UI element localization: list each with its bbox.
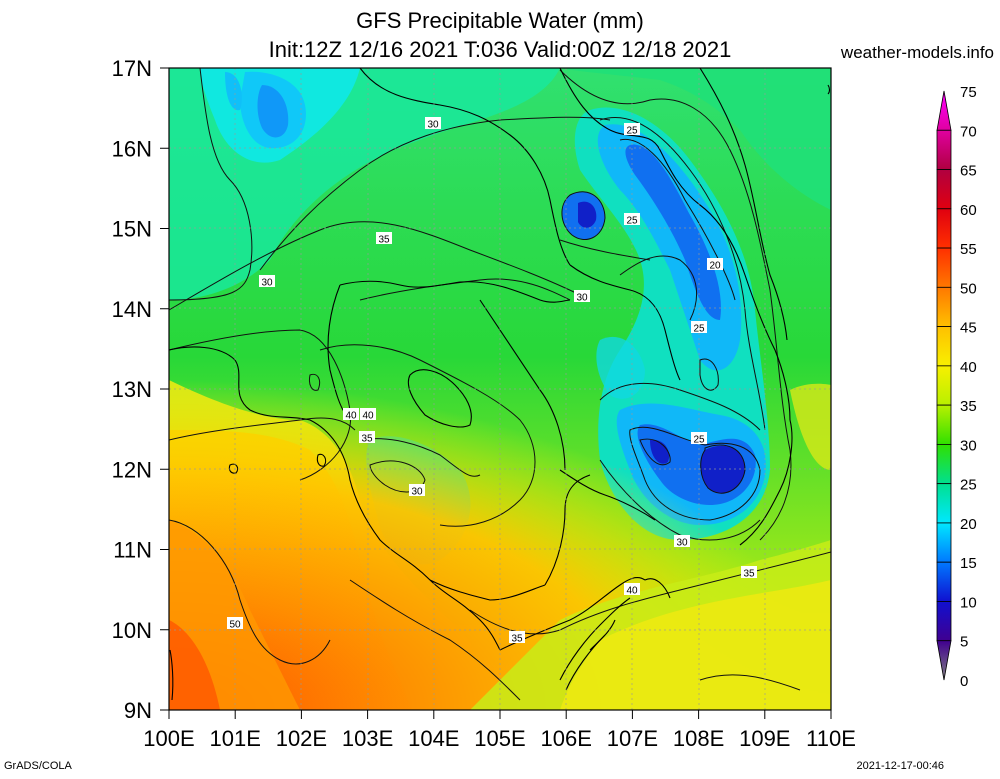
colorbar-segment	[936, 90, 952, 131]
contour-label-bg	[360, 408, 376, 420]
lat-tick-label: 14N	[112, 297, 152, 322]
chart-title: GFS Precipitable Water (mm)	[356, 8, 644, 33]
colorbar-segment	[936, 601, 952, 642]
lon-tick-label: 108E	[673, 726, 724, 751]
contour-label: 50	[229, 620, 241, 631]
contour-label-bg	[376, 232, 392, 244]
colorbar-label: 10	[960, 594, 977, 611]
chart-subtitle: Init:12Z 12/16 2021 T:036 Valid:00Z 12/1…	[268, 37, 732, 62]
lon-tick-label: 106E	[541, 726, 592, 751]
lon-tick-label: 101E	[210, 726, 261, 751]
colorbar-label: 55	[960, 241, 977, 258]
contour-label-bg	[624, 213, 640, 225]
contour-label-bg	[227, 617, 243, 629]
lon-tick-label: 107E	[607, 726, 658, 751]
colorbar-label: 35	[960, 398, 977, 415]
lat-tick-label: 13N	[112, 377, 152, 402]
contour-label: 30	[676, 538, 688, 549]
contour-label: 40	[626, 586, 638, 597]
colorbar-label: 0	[960, 673, 968, 690]
colorbar-segment	[936, 443, 952, 485]
colorbar-label: 20	[960, 516, 977, 533]
contour-label: 40	[362, 411, 374, 422]
lon-tick-label: 105E	[474, 726, 525, 751]
map-field	[169, 68, 831, 710]
contour-label: 25	[693, 435, 705, 446]
colorbar-label: 60	[960, 202, 977, 219]
colorbar-label: 30	[960, 437, 977, 454]
contour-label: 30	[427, 120, 439, 131]
lon-tick-label: 102E	[276, 726, 327, 751]
contour-label-bg	[343, 408, 359, 420]
latitude-axis: 17N 16N 15N 14N 13N 12N 11N 10N 9N	[112, 56, 169, 723]
colorbar-label: 40	[960, 359, 977, 376]
longitude-axis: 100E 101E 102E 103E 104E 105E 106E 107E 108E 109E…	[143, 710, 856, 751]
contour-label-bg	[359, 431, 375, 443]
lon-tick-label: 100E	[143, 726, 194, 751]
colorbar-segment	[936, 208, 952, 249]
colorbar-label: 5	[960, 634, 968, 651]
colorbar-segment	[936, 326, 952, 367]
lat-tick-label: 12N	[112, 457, 152, 482]
contour-label: 35	[378, 235, 390, 246]
contour-label: 30	[411, 487, 423, 498]
lat-tick-label: 9N	[124, 698, 152, 723]
lat-tick-label: 16N	[112, 136, 152, 161]
colorbar-segment	[936, 247, 952, 288]
contour-label: 30	[576, 293, 588, 304]
contour-label: 25	[693, 324, 705, 335]
contour-label-bg	[259, 275, 275, 287]
site-label: weather-models.info	[840, 43, 994, 62]
colorbar-segment	[936, 169, 952, 210]
colorbar-segment	[936, 286, 952, 328]
colorbar-segment	[936, 404, 952, 445]
contour-label: 25	[626, 216, 638, 227]
contour-label-bg	[741, 566, 757, 578]
colorbar-label: 70	[960, 123, 977, 140]
lon-tick-label: 109E	[739, 726, 790, 751]
lat-tick-label: 10N	[112, 618, 152, 643]
contour-label: 35	[511, 634, 523, 645]
contour-label: 40	[345, 411, 357, 422]
colorbar-segment	[936, 522, 952, 563]
contour-label-bg	[509, 631, 525, 643]
lat-tick-label: 15N	[112, 217, 152, 242]
contour-label: 30	[261, 278, 273, 289]
contour-label-bg	[624, 123, 640, 135]
lon-tick-label: 103E	[342, 726, 393, 751]
contour-label: 35	[361, 434, 373, 445]
contour-label-bg	[707, 258, 723, 270]
colorbar-label: 45	[960, 320, 977, 337]
contour-label-bg	[574, 290, 590, 302]
colorbar-segment	[936, 640, 952, 681]
colorbar-label: 15	[960, 555, 977, 572]
colorbar-label: 75	[960, 84, 977, 101]
colorbar-segment	[936, 561, 952, 602]
contour-label-bg	[624, 583, 640, 595]
lon-tick-label: 110E	[806, 726, 856, 751]
colorbar-segment	[936, 365, 952, 406]
colorbar-segment	[936, 129, 952, 170]
contour-label: 20	[709, 261, 721, 272]
lat-tick-label: 11N	[113, 538, 152, 563]
colorbar-segment	[936, 483, 952, 524]
contour-label: 35	[743, 569, 755, 580]
footer-timestamp: 2021-12-17-00:46	[856, 760, 944, 772]
contour-label-bg	[691, 432, 707, 444]
footer-credit: GrADS/COLA	[4, 760, 72, 772]
contour-label-group: 30 25 25 20 25 30 35 30 40 40 35 30 25 30 35 40 35 50	[227, 117, 757, 645]
colorbar-label: 25	[960, 477, 977, 494]
contour-label-bg	[674, 535, 690, 547]
lon-tick-label: 104E	[408, 726, 459, 751]
contour-label-bg	[409, 484, 425, 496]
colorbar-label: 50	[960, 280, 977, 297]
contour-label-bg	[425, 117, 441, 129]
colorbar-label: 65	[960, 163, 977, 180]
contour-label-bg	[691, 321, 707, 333]
lat-tick-label: 17N	[112, 56, 152, 81]
contour-label: 25	[626, 126, 638, 137]
